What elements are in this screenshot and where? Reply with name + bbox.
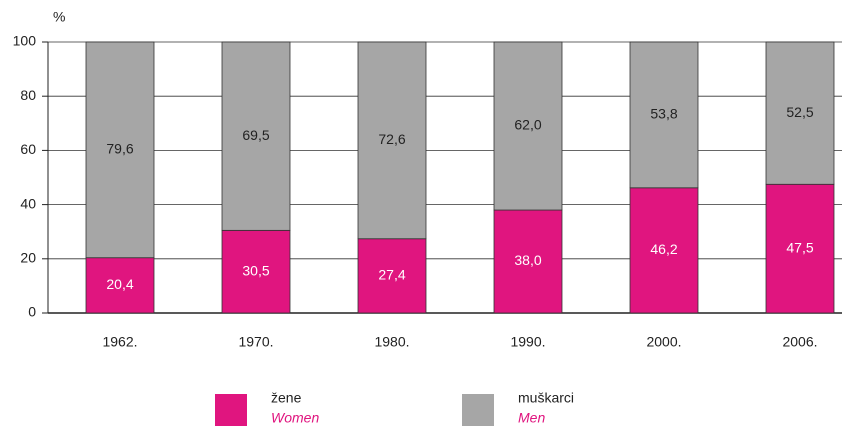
data-label: 46,2 — [650, 241, 677, 257]
bar-segment — [493, 41, 563, 211]
legend-swatch — [215, 394, 247, 426]
data-label: 30,5 — [242, 262, 269, 278]
y-tick-label: 0 — [28, 304, 36, 320]
bar-segment — [493, 209, 563, 314]
bar-segment — [85, 41, 155, 259]
bar-segment — [765, 183, 835, 314]
bar-segment — [629, 41, 699, 189]
bar-segment — [221, 41, 291, 231]
bar-segment — [629, 187, 699, 314]
legend-label: muškarci — [518, 390, 574, 406]
y-tick-label: 80 — [20, 87, 36, 103]
data-label: 79,6 — [106, 141, 133, 157]
data-label: 47,5 — [786, 239, 813, 255]
x-tick-label: 2006. — [782, 334, 817, 350]
legend-label-en: Men — [518, 410, 545, 426]
y-tick-label: 40 — [20, 195, 36, 211]
data-label: 53,8 — [650, 106, 677, 122]
bar-segment — [85, 257, 155, 314]
data-label: 72,6 — [378, 131, 405, 147]
data-label: 62,0 — [514, 117, 541, 133]
y-axis-label: % — [53, 9, 65, 25]
bar-segment — [357, 238, 427, 314]
x-tick-label: 1980. — [374, 334, 409, 350]
data-label: 38,0 — [514, 252, 541, 268]
data-label: 69,5 — [242, 127, 269, 143]
y-tick-label: 100 — [13, 33, 37, 49]
bar-segment — [357, 41, 427, 240]
x-tick-label: 1962. — [102, 334, 137, 350]
legend-label-en: Women — [271, 410, 319, 426]
y-tick-label: 20 — [20, 250, 36, 266]
legend-swatch — [462, 394, 494, 426]
x-tick-label: 1990. — [510, 334, 545, 350]
data-label: 27,4 — [378, 267, 405, 283]
y-tick-label: 60 — [20, 141, 36, 157]
legend-label: žene — [271, 390, 302, 406]
data-label: 20,4 — [106, 276, 133, 292]
x-tick-label: 2000. — [646, 334, 681, 350]
bar-segment — [221, 229, 291, 314]
bar-segment — [765, 41, 835, 185]
x-tick-label: 1970. — [238, 334, 273, 350]
data-label: 52,5 — [786, 104, 813, 120]
